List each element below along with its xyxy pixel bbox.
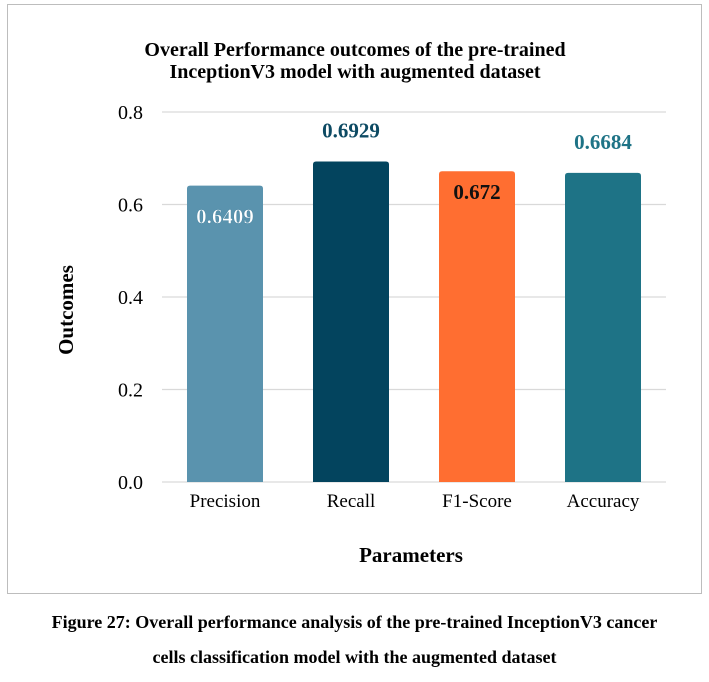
chart-title-line-1: Overall Performance outcomes of the pre-… <box>144 39 565 61</box>
x-tick-label: Accuracy <box>567 491 640 512</box>
x-tick-label: F1-Score <box>442 491 512 512</box>
y-tick-label: 0.0 <box>118 472 143 494</box>
y-tick-label: 0.4 <box>118 287 143 309</box>
x-axis-label: Parameters <box>359 543 463 567</box>
bar-f1-score <box>439 171 515 482</box>
figure-caption-line-2: cells classification model with the augm… <box>152 647 557 667</box>
data-label: 0.672 <box>453 180 500 204</box>
bar-chart: Overall Performance outcomes of the pre-… <box>54 39 666 567</box>
x-tick-label: Recall <box>327 491 376 512</box>
y-tick-label: 0.8 <box>118 102 143 124</box>
chart-title-line-2: InceptionV3 model with augmented dataset <box>169 61 540 83</box>
y-tick-label: 0.6 <box>118 195 143 217</box>
y-axis-label: Outcomes <box>54 265 78 355</box>
data-label: 0.6409 <box>196 205 254 229</box>
bar-precision <box>187 185 263 483</box>
bar-recall <box>313 161 389 482</box>
bar-accuracy <box>565 172 641 483</box>
data-label: 0.6684 <box>574 130 632 154</box>
x-tick-label: Precision <box>190 491 261 512</box>
data-label: 0.6929 <box>322 119 380 143</box>
figure-caption-line-1: Figure 27: Overall performance analysis … <box>51 612 658 632</box>
y-tick-label: 0.2 <box>118 380 143 402</box>
